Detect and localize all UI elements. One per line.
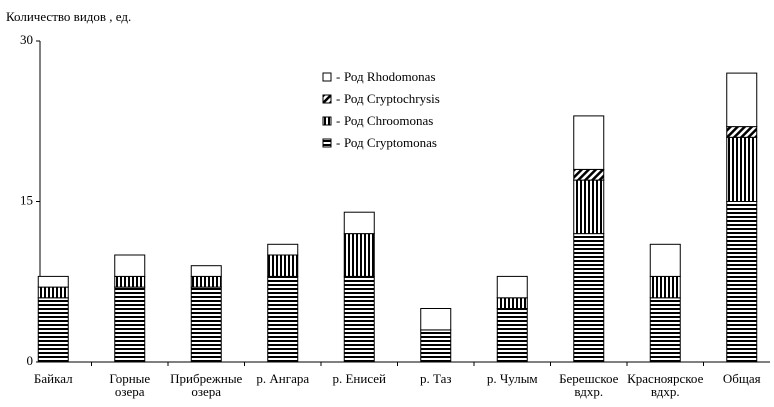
x-tick-label: р. Чулым: [487, 371, 538, 386]
legend-dash: -: [336, 91, 340, 106]
x-tick-label: Красноярское вдхр.: [627, 371, 703, 399]
bar-segment: [420, 329, 452, 363]
bar-segment: [726, 136, 758, 202]
bar-segment: [114, 254, 146, 277]
x-tick-label: Общая: [723, 371, 761, 386]
bar-segment: [343, 275, 375, 363]
y-tick-label: 0: [27, 353, 34, 368]
bar-segment: [37, 275, 69, 288]
bar-segment: [37, 297, 69, 363]
x-tick-label: Берешское вдхр.: [559, 371, 619, 399]
x-tick-label: р. Ангара: [256, 371, 309, 386]
x-tick-label: р. Енисей: [332, 371, 386, 386]
legend-label: Род Chroomonas: [344, 113, 433, 128]
legend-swatch: [322, 116, 332, 126]
legend-label: Род Cryptomonas: [344, 135, 437, 150]
bar-segment: [649, 275, 681, 299]
legend-swatch: [322, 72, 332, 82]
bar-segment: [37, 286, 69, 299]
y-axis-label: Количество видов , ед.: [6, 9, 131, 24]
legend-label: Род Cryptochrysis: [344, 91, 440, 106]
legend-dash: -: [336, 113, 340, 128]
bar-segment: [649, 297, 681, 363]
bar-segment: [190, 275, 222, 288]
bar-segment: [267, 254, 299, 277]
y-tick-label: 15: [20, 192, 33, 207]
bar-segment: [573, 115, 605, 170]
bar-segment: [726, 201, 758, 363]
bar-segment: [190, 286, 222, 363]
x-tick-label: Байкал: [34, 371, 73, 386]
bar-segment: [573, 179, 605, 235]
bar-segment: [190, 265, 222, 277]
legend-dash: -: [336, 135, 340, 150]
bar-segment: [343, 233, 375, 277]
x-tick-label: р. Таз: [420, 371, 452, 386]
bar-segment: [114, 286, 146, 363]
bar-segment: [420, 308, 452, 331]
bar-segment: [726, 72, 758, 128]
x-tick-label: Горные озера: [109, 371, 150, 399]
x-tick-label: Прибрежные озера: [170, 371, 242, 399]
bar-segment: [649, 243, 681, 277]
bar-segment: [496, 275, 528, 299]
legend-dash: -: [336, 69, 340, 84]
bar-segment: [114, 275, 146, 288]
bar-segment: [267, 275, 299, 363]
legend-label: Род Rhodomonas: [344, 69, 436, 84]
bar-segment: [573, 233, 605, 363]
bar-segment: [267, 243, 299, 256]
bar-segment: [573, 168, 605, 181]
legend-swatch: [322, 138, 332, 148]
bar-segment: [343, 211, 375, 235]
bar-segment: [496, 308, 528, 363]
bar-segment: [726, 126, 758, 138]
bar-segment: [496, 297, 528, 309]
y-tick-label: 30: [20, 32, 33, 47]
legend-swatch: [322, 94, 332, 104]
